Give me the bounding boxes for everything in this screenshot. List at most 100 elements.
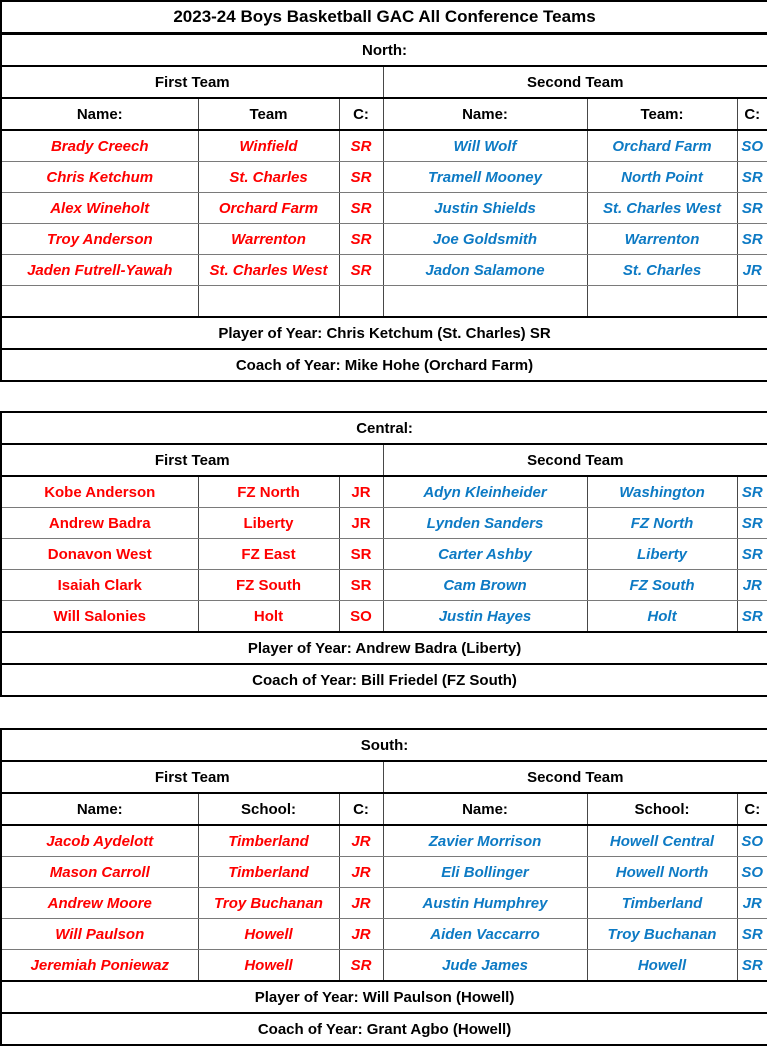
page-title: 2023-24 Boys Basketball GAC All Conferen…	[0, 0, 767, 35]
section-gap	[0, 697, 767, 728]
second-team-school: Warrenton	[586, 223, 738, 255]
first-team-class: JR	[338, 507, 384, 539]
second-team-class: SR	[736, 600, 767, 633]
first-team-header: First Team	[0, 443, 384, 477]
first-team-player-name: Jeremiah Poniewaz	[0, 949, 199, 982]
first-team-school: Holt	[197, 600, 340, 633]
second-team-col-header: Team:	[586, 97, 738, 131]
first-team-col-header: School:	[197, 792, 340, 826]
first-team-class: SR	[338, 223, 384, 255]
second-team-class: JR	[736, 887, 767, 919]
empty-cell	[0, 285, 199, 318]
second-team-class: SR	[736, 161, 767, 193]
first-team-school: Timberland	[197, 856, 340, 888]
second-team-class: SO	[736, 856, 767, 888]
first-team-class: JR	[338, 918, 384, 950]
second-team-class: JR	[736, 254, 767, 286]
first-team-school: Howell	[197, 949, 340, 982]
first-team-school: Troy Buchanan	[197, 887, 340, 919]
second-team-player-name: Adyn Kleinheider	[382, 475, 588, 508]
first-team-player-name: Chris Ketchum	[0, 161, 199, 193]
second-team-player-name: Lynden Sanders	[382, 507, 588, 539]
empty-cell	[382, 285, 588, 318]
second-team-class: SR	[736, 949, 767, 982]
first-team-header: First Team	[0, 760, 384, 794]
second-team-player-name: Austin Humphrey	[382, 887, 588, 919]
first-team-player-name: Jaden Futrell-Yawah	[0, 254, 199, 286]
second-team-player-name: Eli Bollinger	[382, 856, 588, 888]
section-label: Central:	[0, 411, 767, 445]
first-team-player-name: Donavon West	[0, 538, 199, 570]
second-team-header: Second Team	[382, 760, 767, 794]
first-team-school: FZ East	[197, 538, 340, 570]
second-team-school: Howell Central	[586, 824, 738, 857]
player-of-year: Player of Year: Chris Ketchum (St. Charl…	[0, 316, 767, 350]
first-team-class: SR	[338, 161, 384, 193]
second-team-header: Second Team	[382, 65, 767, 99]
first-team-school: FZ South	[197, 569, 340, 601]
section-table-south: South: First Team Second Team Name: School: C…	[0, 728, 767, 1046]
second-team-school: North Point	[586, 161, 738, 193]
first-team-class: JR	[338, 475, 384, 508]
first-team-player-name: Brady Creech	[0, 129, 199, 162]
second-team-school: St. Charles	[586, 254, 738, 286]
second-team-class: SR	[736, 223, 767, 255]
first-team-school: St. Charles	[197, 161, 340, 193]
player-of-year: Player of Year: Andrew Badra (Liberty)	[0, 631, 767, 665]
second-team-class: JR	[736, 569, 767, 601]
second-team-player-name: Jude James	[382, 949, 588, 982]
second-team-class: SR	[736, 507, 767, 539]
second-team-school: Howell North	[586, 856, 738, 888]
first-team-header: First Team	[0, 65, 384, 99]
section-gap	[0, 382, 767, 411]
first-team-school: Warrenton	[197, 223, 340, 255]
second-team-player-name: Joe Goldsmith	[382, 223, 588, 255]
first-team-col-header: C:	[338, 792, 384, 826]
empty-cell	[586, 285, 738, 318]
first-team-school: Timberland	[197, 824, 340, 857]
second-team-class: SO	[736, 824, 767, 857]
first-team-player-name: Troy Anderson	[0, 223, 199, 255]
second-team-school: Holt	[586, 600, 738, 633]
first-team-player-name: Will Paulson	[0, 918, 199, 950]
section-label: South:	[0, 728, 767, 762]
first-team-class: SR	[338, 949, 384, 982]
first-team-player-name: Mason Carroll	[0, 856, 199, 888]
second-team-class: SR	[736, 192, 767, 224]
coach-of-year: Coach of Year: Grant Agbo (Howell)	[0, 1012, 767, 1046]
player-of-year: Player of Year: Will Paulson (Howell)	[0, 980, 767, 1014]
first-team-col-header: Team	[197, 97, 340, 131]
empty-cell	[197, 285, 340, 318]
second-team-class: SR	[736, 475, 767, 508]
second-team-col-header: C:	[736, 792, 767, 826]
first-team-class: JR	[338, 887, 384, 919]
second-team-school: FZ North	[586, 507, 738, 539]
section-table-central: Central: First Team Second Team Kobe Anders…	[0, 411, 767, 697]
first-team-player-name: Kobe Anderson	[0, 475, 199, 508]
second-team-school: Washington	[586, 475, 738, 508]
second-team-player-name: Zavier Morrison	[382, 824, 588, 857]
first-team-player-name: Andrew Badra	[0, 507, 199, 539]
first-team-player-name: Alex Wineholt	[0, 192, 199, 224]
coach-of-year: Coach of Year: Mike Hohe (Orchard Farm)	[0, 348, 767, 382]
first-team-col-header: Name:	[0, 97, 199, 131]
first-team-school: Liberty	[197, 507, 340, 539]
second-team-player-name: Carter Ashby	[382, 538, 588, 570]
coach-of-year: Coach of Year: Bill Friedel (FZ South)	[0, 663, 767, 697]
second-team-school: Timberland	[586, 887, 738, 919]
second-team-school: FZ South	[586, 569, 738, 601]
first-team-col-header: Name:	[0, 792, 199, 826]
section-label: North:	[0, 33, 767, 67]
second-team-school: Liberty	[586, 538, 738, 570]
second-team-player-name: Tramell Mooney	[382, 161, 588, 193]
empty-cell	[338, 285, 384, 318]
second-team-col-header: Name:	[382, 792, 588, 826]
first-team-class: SR	[338, 569, 384, 601]
second-team-school: Troy Buchanan	[586, 918, 738, 950]
second-team-col-header: C:	[736, 97, 767, 131]
first-team-class: JR	[338, 824, 384, 857]
first-team-school: Winfield	[197, 129, 340, 162]
second-team-class: SR	[736, 538, 767, 570]
first-team-class: SR	[338, 538, 384, 570]
